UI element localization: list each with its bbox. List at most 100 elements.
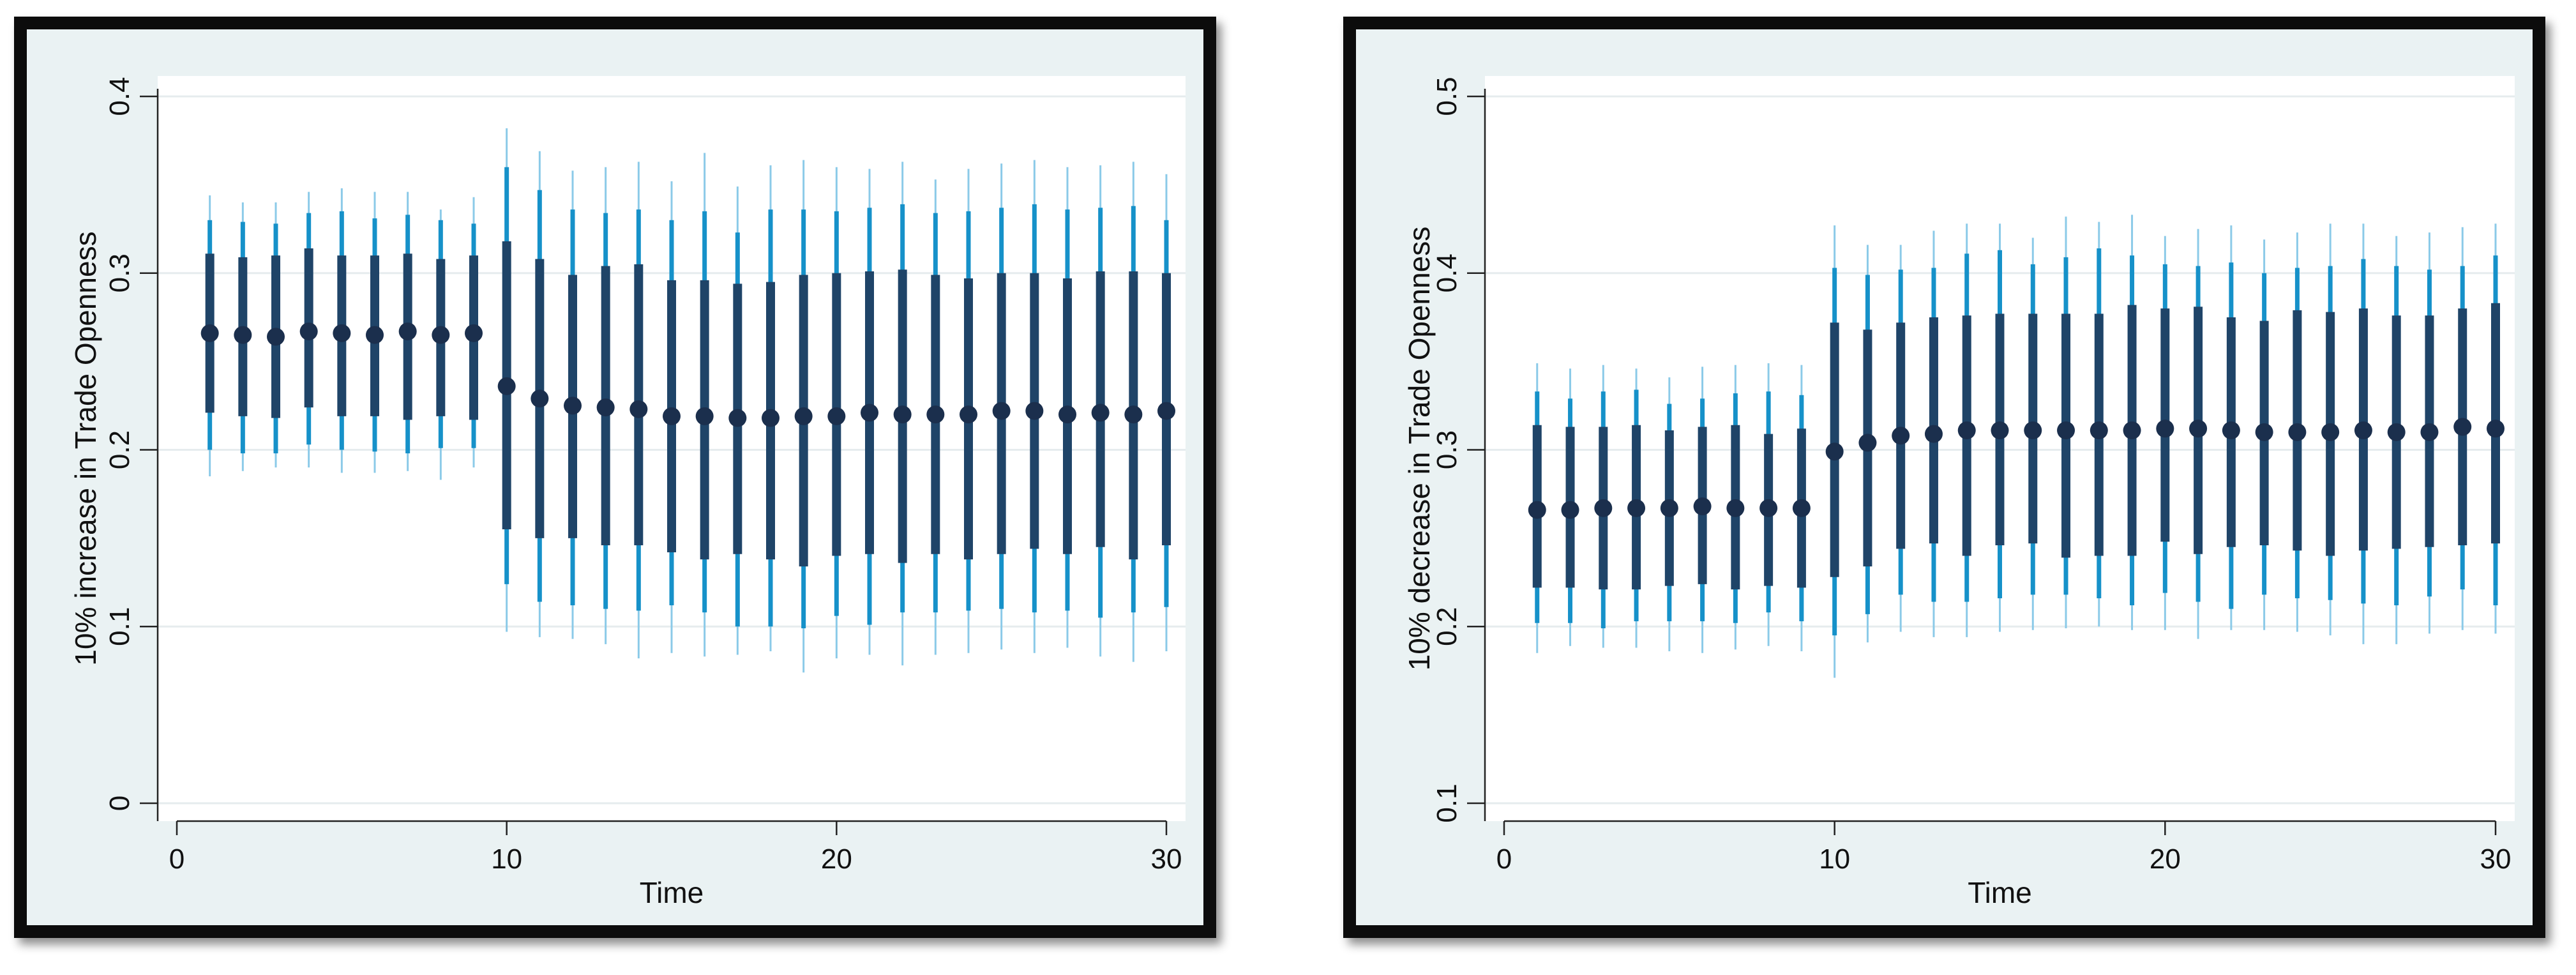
- x-tick-label: 20: [2150, 843, 2181, 875]
- y-axis-title: 10% increase in Trade Openness: [69, 231, 102, 665]
- estimate-group: [2387, 236, 2406, 644]
- left-chart-panel: 0 0.1 0.2 0.3 0.4 0 10 20 30 Time 10% increase in …: [14, 17, 1216, 938]
- y-tick-label: 0.2: [1431, 607, 1463, 646]
- estimate-point: [992, 402, 1011, 420]
- estimate-group: [893, 162, 912, 666]
- x-tick-label: 30: [1151, 843, 1182, 875]
- estimate-group: [267, 202, 285, 468]
- x-tick-label: 0: [169, 843, 185, 875]
- estimate-group: [629, 162, 648, 659]
- estimate-point: [663, 407, 681, 425]
- y-tick-label: 0.1: [1431, 783, 1463, 822]
- x-axis-title: Time: [640, 876, 704, 909]
- estimate-group: [861, 169, 878, 655]
- estimate-group: [1957, 223, 1976, 637]
- estimate-group: [1528, 363, 1546, 653]
- estimate-group: [2487, 223, 2504, 634]
- left-chart: 0 0.1 0.2 0.3 0.4 0 10 20 30 Time 10% increase in …: [69, 76, 1186, 909]
- estimate-group: [333, 188, 351, 473]
- estimate-group: [1561, 368, 1579, 646]
- y-tick-label: 0.4: [1431, 253, 1463, 292]
- estimate-group: [827, 167, 846, 659]
- estimate-point: [2255, 423, 2273, 441]
- right-chart-panel: 0.1 0.2 0.3 0.4 0.5 0 10 20 30 Time 10% decrease i…: [1343, 17, 2545, 938]
- estimate-group: [1627, 368, 1646, 648]
- estimate-group: [1058, 167, 1076, 648]
- estimate-point: [2387, 423, 2406, 441]
- x-tick-label: 30: [2480, 843, 2512, 875]
- estimate-point: [2189, 419, 2208, 438]
- estimate-group: [695, 153, 714, 657]
- estimate-group: [2354, 223, 2372, 644]
- estimate-group: [1091, 165, 1110, 657]
- estimate-point: [1157, 402, 1175, 420]
- estimate-group: [200, 195, 219, 477]
- estimate-group: [1726, 365, 1745, 650]
- x-tick-label: 10: [1819, 843, 1850, 875]
- estimate-group: [2057, 216, 2075, 629]
- estimate-group: [2288, 232, 2307, 632]
- estimate-point: [1792, 499, 1811, 517]
- estimate-point: [200, 324, 219, 342]
- estimate-point: [728, 409, 747, 427]
- estimate-point: [861, 404, 878, 422]
- y-tick-label: 0: [104, 796, 135, 811]
- estimate-group: [992, 163, 1011, 650]
- estimate-point: [2321, 423, 2340, 441]
- estimate-group: [2189, 229, 2208, 639]
- estimate-point: [1124, 405, 1143, 424]
- estimate-point: [2222, 421, 2240, 440]
- estimate-point: [1759, 499, 1778, 517]
- estimate-point: [531, 389, 549, 408]
- estimate-point: [1528, 501, 1546, 519]
- estimate-point: [893, 405, 912, 424]
- estimate-point: [960, 405, 977, 424]
- y-tick-label: 0.1: [104, 607, 135, 646]
- estimate-point: [1693, 497, 1712, 516]
- estimate-point: [1091, 404, 1110, 422]
- estimate-group: [2453, 227, 2472, 630]
- estimate-point: [366, 326, 384, 344]
- estimate-group: [1991, 223, 2009, 632]
- estimate-group: [596, 167, 615, 644]
- estimate-point: [762, 409, 780, 427]
- estimate-group: [794, 160, 813, 673]
- estimate-group: [1825, 225, 1844, 678]
- estimate-group: [1759, 363, 1778, 646]
- estimate-group: [2090, 222, 2108, 627]
- estimate-point: [794, 407, 813, 425]
- estimate-group: [1157, 174, 1175, 651]
- estimate-point: [398, 322, 417, 341]
- estimate-point: [234, 326, 252, 344]
- estimate-group: [1792, 365, 1811, 651]
- estimate-group: [1025, 160, 1044, 653]
- estimate-group: [432, 209, 450, 480]
- estimate-point: [2453, 418, 2472, 436]
- estimate-group: [564, 170, 582, 639]
- estimate-point: [1957, 421, 1976, 440]
- y-tick-label: 0.3: [104, 253, 135, 292]
- estimate-group: [1660, 377, 1678, 651]
- estimate-group: [2024, 238, 2042, 630]
- estimate-point: [432, 326, 450, 344]
- x-tick-label: 20: [821, 843, 852, 875]
- estimate-group: [2255, 239, 2273, 630]
- y-axis-title: 10% decrease in Trade Openness: [1403, 227, 1436, 671]
- estimate-group: [2321, 223, 2340, 636]
- estimate-group: [1693, 367, 1712, 653]
- estimate-point: [1058, 405, 1076, 424]
- estimate-point: [2024, 421, 2042, 440]
- estimate-point: [2156, 419, 2174, 438]
- x-axis-title: Time: [1968, 876, 2032, 909]
- estimate-group: [1594, 365, 1613, 648]
- estimate-group: [1124, 162, 1143, 662]
- estimate-group: [926, 179, 945, 655]
- estimate-group: [531, 151, 549, 637]
- estimate-point: [497, 377, 516, 395]
- estimate-group: [762, 165, 780, 651]
- estimate-point: [1892, 427, 1910, 445]
- estimate-point: [1627, 499, 1646, 517]
- y-tick-label: 0.2: [104, 430, 135, 469]
- right-chart: 0.1 0.2 0.3 0.4 0.5 0 10 20 30 Time 10% decrease i…: [1403, 76, 2515, 909]
- estimate-point: [827, 407, 846, 425]
